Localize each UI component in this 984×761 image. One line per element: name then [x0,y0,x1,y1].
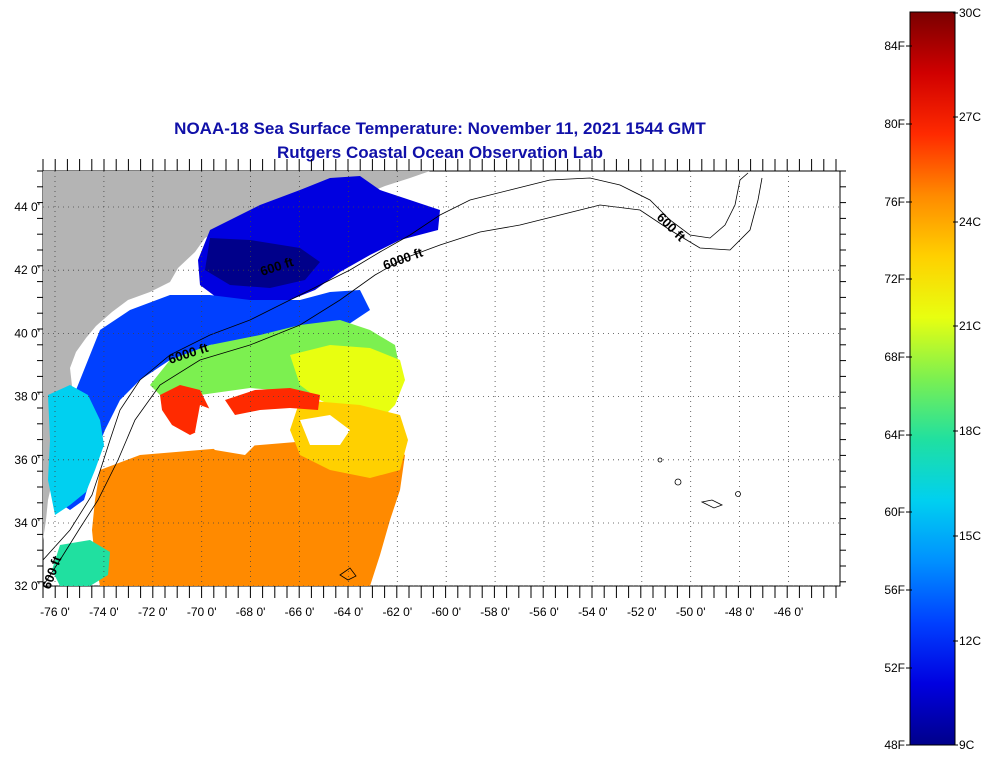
colorbar-f-label: 80F [884,117,905,131]
latitude-label: 40 0' [14,326,40,340]
contour-600ft [43,172,749,561]
longitude-label: -68 0' [236,605,266,619]
colorbar-c-label: 27C [959,110,981,124]
latitude-label: 36 0' [14,453,40,467]
colorbar-f-label: 52F [884,661,905,675]
sst-coastal-green-patch [52,540,110,586]
sst-coastal-cyan [48,385,104,515]
longitude-label: -60 0' [431,605,461,619]
colorbar-c-label: 24C [959,215,981,229]
island-outline [674,478,682,486]
latitude-label: 44 0' [14,200,40,214]
colorbar-c-label: 15C [959,529,981,543]
longitude-label: -48 0' [725,605,755,619]
island-outline [700,499,723,509]
cloud-patch [300,415,350,445]
map-subtitle: Rutgers Coastal Ocean Observation Lab [277,143,603,162]
latitude-label: 32 0' [14,579,40,593]
bermuda-outline [339,567,357,581]
colorbar-f-label: 60F [884,505,905,519]
island-outline [735,491,741,497]
colorbar-f-label: 72F [884,272,905,286]
colorbar-f-label: 76F [884,195,905,209]
cloud-patch [195,405,260,455]
colorbar [909,11,956,746]
colorbar-f-label: 56F [884,583,905,597]
longitude-label: -62 0' [382,605,412,619]
longitude-label: -76 0' [40,605,70,619]
longitude-label: -50 0' [676,605,706,619]
frame-ticks [37,159,846,598]
longitude-label: -56 0' [529,605,559,619]
longitude-label: -72 0' [138,605,168,619]
cloud-patch [360,280,420,308]
latitude-label: 42 0' [14,263,40,277]
colorbar-c-label: 30C [959,6,981,20]
map-title: NOAA-18 Sea Surface Temperature: Novembe… [174,119,706,138]
lat-lon-grid [43,171,840,586]
colorbar-c-label: 9C [959,738,975,752]
colorbar-c-label: 12C [959,634,981,648]
colorbar-celsius-labels: 30C 27C 24C 21C 18C 15C 12C 9C [953,6,981,752]
sst-slope-yellow [290,345,405,420]
map-content [43,171,840,586]
longitude-label: -64 0' [334,605,364,619]
longitude-label: -52 0' [627,605,657,619]
colorbar-fahrenheit-labels: 84F 80F 76F 72F 68F 64F 60F 56F 52F 48F [884,39,912,752]
colorbar-f-label: 84F [884,39,905,53]
sst-shelf-blue [55,290,370,510]
latitude-label: 34 0' [14,516,40,530]
longitude-label: -74 0' [89,605,119,619]
latitude-axis: 44 0' 42 0' 40 0' 38 0' 36 0' 34 0' 32 0' [14,200,40,593]
longitude-label: -46 0' [774,605,804,619]
sst-gulf-stream-red-2 [225,388,320,415]
sst-cold-deep [205,238,320,288]
land-mass [43,171,320,540]
colorbar-f-label: 64F [884,428,905,442]
longitude-label: -58 0' [480,605,510,619]
longitude-label: -66 0' [285,605,315,619]
longitude-axis: -76 0' -74 0' -72 0' -70 0' -68 0' -66 0' -64 … [40,605,803,619]
longitude-label: -70 0' [187,605,217,619]
colorbar-c-label: 21C [959,319,981,333]
colorbar-f-label: 68F [884,350,905,364]
longitude-label: -54 0' [578,605,608,619]
colorbar-c-label: 18C [959,424,981,438]
colorbar-f-label: 48F [884,738,905,752]
latitude-label: 38 0' [14,390,40,404]
sst-warm-orange [92,440,405,586]
